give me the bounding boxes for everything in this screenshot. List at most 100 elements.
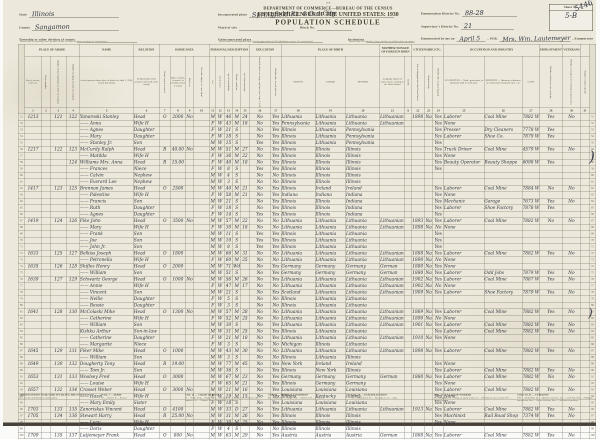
cell-immigration-year: 1902	[410, 282, 425, 290]
cell-dwelling-number: 131	[50, 373, 67, 381]
cell-relation: Wife H	[133, 282, 160, 290]
cell-naturalization: Na	[424, 276, 434, 284]
cell-age-first-marriage: 17	[240, 282, 250, 290]
header-number-of-farm-schedule: Number of farm schedule	[580, 55, 590, 109]
census-row: 58 124 Williams Mrs. Anna Head R 15.00 F W 40 M 18…	[18, 159, 596, 167]
cell-mother-tongue: Lithuanian	[379, 217, 406, 225]
cell-farm-schedule	[580, 432, 590, 439]
cell-mother-tongue: Lithuanian	[379, 289, 406, 297]
census-row: 80 —— Bessie Daughter F W 3 S No No Illinois Lithu…	[18, 302, 596, 310]
census-row: 93 1657 132 134 Crasset Weber Head O 3000 No M W 21…	[18, 386, 596, 394]
cell-dwelling-number: 127	[50, 276, 67, 284]
cell-age-first-marriage: 18	[240, 224, 250, 232]
header-number-of-family-in-order-of-v: Number of family in order of visitation	[66, 55, 80, 109]
header-personal-description: Personal Description	[209, 44, 250, 57]
scan-stage: State Illinois County Sangamon Township …	[3, 0, 596, 439]
header-veterans: Veterans	[561, 44, 581, 57]
cell-street: 1635	[24, 263, 42, 271]
header-citizenship-etc-: Citizenship, etc.	[410, 44, 444, 57]
cell-relation: Son-in-law	[133, 328, 160, 336]
cell-employment: Yes	[539, 386, 563, 394]
block-label: Block No.	[300, 26, 316, 30]
cell-name: Lutjemeyer Frank	[79, 432, 134, 439]
cell-naturalization: Na	[424, 432, 434, 439]
cell-home-value: 19.00	[169, 360, 186, 368]
cell-immigration-year: 1889	[410, 308, 425, 316]
cell-relation: Wife H	[133, 380, 160, 388]
cell-occupation-code: 7879 W	[522, 133, 540, 141]
cell-dwelling-number: 135	[50, 432, 67, 439]
cell-home-value: 40.00	[169, 146, 186, 154]
cell-age-first-marriage: 18	[240, 120, 250, 128]
cell-family-number: 137	[66, 432, 80, 439]
ward-underline	[239, 25, 295, 31]
header-blank	[589, 43, 596, 115]
cell-dwelling-number: 134	[50, 412, 67, 420]
cell-employment: Yes	[539, 250, 563, 258]
cell-relation: Head	[133, 432, 160, 439]
cell-occupation-code: 7882 W	[522, 386, 540, 394]
cell-employment: Yes	[539, 289, 563, 297]
abbreviations-footer: ABBREVIATIONS TO BE USED IN FILLING THE …	[19, 394, 595, 402]
header-place-of-birth: Place of Birth	[280, 44, 381, 57]
census-row: 62 1417 123 125 Brennan James Head O 2500 M W 40 M 2…	[18, 185, 596, 193]
cell-dwelling-number: 129	[50, 347, 67, 355]
abbreviation-body: M — Married. S — Single. Wd — Widowed. D…	[268, 396, 325, 400]
cell-dwelling-number: 121	[50, 113, 67, 121]
cell-age-first-marriage: 25	[240, 419, 250, 427]
census-row: 100 1709 135 137 Lutjemeyer Frank Head O 800 No M…	[18, 432, 596, 439]
cell-occupation-code: 7884 W	[522, 185, 540, 193]
cell-name: —— Frances	[79, 165, 134, 173]
census-sheet: State Illinois County Sangamon Township …	[3, 0, 596, 439]
header-place-of-abode: Place of Abode	[24, 44, 80, 57]
margin-paren-mark-2: )	[588, 306, 593, 320]
abbreviation-block: COL. 14 — MARITAL CONDITION M — Married. …	[268, 394, 346, 399]
cell-name: Stewart Harry	[79, 412, 134, 420]
cell-mother-tongue: Lithuanian	[379, 347, 406, 355]
cell-home-value: 2000	[169, 263, 186, 271]
cell-line-number-right: 100	[589, 432, 596, 439]
abbreviation-body: O — Owned. R — Rented.	[102, 396, 127, 400]
cell-occupation-code: 7673 W	[522, 198, 540, 206]
enum-district-line: Enumeration District No. 88-28	[421, 8, 517, 17]
census-row: 60 —— Calvin Nephew M W 4 S No No Illinois Illinoi…	[18, 172, 596, 180]
cell-employment: Yes	[539, 328, 563, 336]
margin-paren-mark-1: )	[589, 148, 595, 166]
cell-naturalization: Na	[424, 224, 434, 232]
cell-dwelling-number: 125	[50, 250, 67, 258]
township-underline	[77, 37, 138, 43]
enum-district-value: 88-28	[464, 9, 484, 18]
cell-dwelling-number: 126	[50, 263, 67, 271]
header-employment: Employment	[539, 44, 563, 57]
cell-name: Schwartz George	[79, 276, 134, 284]
cell-radio-set: No	[185, 308, 194, 316]
supervisor-district-underline: 21	[460, 22, 514, 30]
header-education: Education	[249, 44, 282, 57]
cell-mother-tongue: Lithuanian	[379, 334, 406, 342]
cell-naturalization: Na	[424, 406, 434, 414]
cell-employment: Yes	[539, 276, 563, 284]
unincorporated-line: Unincorporated place	[218, 34, 324, 43]
cell-dwelling-number: 122	[50, 146, 67, 154]
state-underline: Illinois	[28, 10, 119, 18]
cell-birthplace-mother: Pennsylvania	[345, 139, 381, 147]
census-row: 89 1649 130 132 Dougherty Tony Head R 19.00 M W 77…	[18, 360, 596, 368]
abbreviation-block: COL. 12 — COLOR OR RACE W — White. Neg — …	[185, 394, 263, 402]
department-title: DEPARTMENT OF COMMERCE—BUREAU OF THE CEN…	[263, 5, 393, 11]
cell-birthplace-person: Austria	[280, 432, 316, 439]
cell-employment: Yes	[539, 113, 563, 121]
cell-birthplace-father: Austria	[314, 432, 347, 439]
cell-immigration-year: 1898	[410, 224, 425, 232]
cell-relation: Wife H	[133, 315, 160, 323]
cell-street: 1419	[24, 217, 42, 225]
supervisor-district-line: Supervisor's District No. 21	[421, 21, 514, 30]
cell-immigration-year: 1909	[410, 289, 425, 297]
block-underline	[317, 25, 353, 31]
abbreviation-title: COLS. 30–31 — VETERANS	[517, 394, 549, 397]
cell-employment: Yes	[539, 133, 563, 141]
cell-naturalization: Na	[424, 347, 434, 355]
cell-mother-tongue: Lithuanian	[379, 406, 406, 414]
header-of-each-person-whose-place-of-: of each person whose place of abode on A…	[79, 55, 134, 109]
census-row: 76 1639 127 129 Schwartz George Head O 1000 No M W…	[18, 276, 596, 284]
cell-naturalization: Na	[424, 321, 434, 329]
